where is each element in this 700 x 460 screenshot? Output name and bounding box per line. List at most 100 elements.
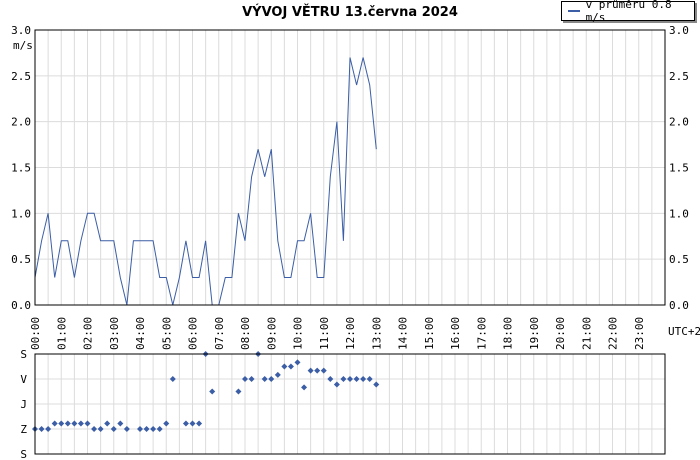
speed-line (34, 57, 377, 306)
y-tick-label-left: 2.5 (11, 70, 31, 83)
x-tick-label: 03:00 (108, 317, 121, 350)
y-tick-label-right: 3.0 (669, 24, 689, 37)
x-tick-label: 07:00 (213, 317, 226, 350)
direction-point (97, 426, 104, 432)
direction-point (156, 426, 163, 432)
direction-point (196, 420, 203, 427)
legend-label: v průměru 0.8 m/s (585, 0, 672, 24)
x-tick-label: 12:00 (344, 317, 357, 350)
y-tick-label-right: 2.0 (669, 116, 689, 129)
direction-point (117, 420, 124, 427)
x-tick-label: 00:00 (29, 317, 42, 350)
speed-plot-frame (34, 29, 666, 306)
x-tick-label: 01:00 (55, 317, 68, 350)
direction-point (261, 376, 268, 382)
x-tick-label: 20:00 (554, 317, 567, 350)
x-tick-label: 19:00 (528, 317, 541, 350)
direction-point (353, 376, 360, 382)
direction-point (281, 363, 288, 370)
y-tick-label-right: 2.5 (669, 70, 689, 83)
direction-point (327, 376, 334, 382)
y-axis-unit: m/s (13, 39, 33, 52)
direction-point (242, 376, 248, 382)
speed-y-ticks-left: 0.0 0.5 1.0 1.5 2.0 2.5 3.0 (11, 24, 31, 312)
x-tick-label: 21:00 (580, 317, 593, 350)
direction-point (268, 376, 275, 382)
direction-point (248, 376, 255, 382)
direction-point (84, 420, 91, 427)
direction-point (137, 426, 143, 432)
direction-point (91, 426, 98, 432)
direction-point (340, 376, 347, 382)
y-tick-label-left: 0.0 (11, 299, 31, 312)
direction-tick-label: S (20, 348, 27, 361)
speed-series (34, 57, 377, 306)
direction-point (77, 420, 84, 427)
direction-grid (35, 353, 665, 455)
y-tick-label-right: 1.5 (669, 162, 689, 175)
direction-point (104, 420, 111, 427)
direction-point (301, 384, 308, 391)
speed-grid (35, 29, 665, 306)
y-tick-label-left: 3.0 (11, 24, 31, 37)
direction-point (235, 388, 242, 395)
y-tick-label-left: 1.5 (11, 162, 31, 175)
speed-y-ticks-right: 0.0 0.5 1.0 1.5 2.0 2.5 3.0 (669, 24, 689, 312)
x-tick-label: 22:00 (607, 317, 620, 350)
direction-point (333, 381, 340, 388)
x-tick-label: 11:00 (318, 317, 331, 350)
direction-tick-label: Z (20, 423, 27, 436)
direction-point (314, 367, 321, 374)
direction-point (287, 363, 294, 370)
y-tick-label-left: 0.5 (11, 253, 31, 266)
direction-point (169, 376, 176, 382)
x-tick-label: 06:00 (187, 317, 200, 350)
direction-point (71, 420, 78, 427)
x-tick-label: 04:00 (134, 317, 147, 350)
direction-point (320, 367, 327, 374)
y-tick-label-right: 0.0 (669, 299, 689, 312)
direction-point (64, 420, 71, 427)
y-tick-label-right: 0.5 (669, 253, 689, 266)
direction-point (360, 376, 367, 382)
legend: v průměru 0.8 m/s (561, 0, 695, 24)
direction-point (143, 426, 150, 432)
x-tick-label: 14:00 (397, 317, 410, 350)
direction-point (294, 359, 301, 366)
chart-title: VÝVOJ VĚTRU 13.června 2024 (242, 4, 458, 20)
x-tick-label: 18:00 (502, 317, 515, 350)
direction-plot-frame (34, 353, 666, 455)
direction-tick-label: V (20, 373, 27, 386)
direction-point (209, 388, 216, 395)
x-tick-label: 05:00 (160, 317, 173, 350)
direction-tick-label: S (20, 448, 27, 460)
direction-point (347, 376, 353, 382)
x-tick-label: 16:00 (449, 317, 462, 350)
y-tick-label-left: 1.0 (11, 207, 31, 220)
direction-tick-label: J (20, 398, 27, 411)
direction-point (189, 420, 196, 427)
legend-swatch (568, 10, 580, 12)
direction-point (373, 381, 380, 388)
direction-point (182, 420, 189, 427)
x-tick-label: 02:00 (82, 317, 95, 350)
x-tick-label: 08:00 (239, 317, 252, 350)
y-tick-label-right: 1.0 (669, 207, 689, 220)
time-x-ticks: 00:00 01:00 02:00 03:00 04:00 05:00 06:00 07:00… (29, 317, 646, 350)
x-tick-label: 10:00 (292, 317, 305, 350)
x-tick-label: 17:00 (475, 317, 488, 350)
direction-point (163, 420, 170, 427)
direction-point (38, 426, 45, 432)
direction-point (150, 426, 157, 432)
x-tick-label: 13:00 (370, 317, 383, 350)
direction-point (110, 426, 117, 432)
direction-point (123, 426, 130, 432)
x-tick-label: 15:00 (423, 317, 436, 350)
x-tick-label: 09:00 (265, 317, 278, 350)
direction-point (274, 371, 281, 378)
timezone-label: UTC+2 (668, 325, 700, 338)
direction-point (45, 426, 52, 432)
x-tick-label: 23:00 (633, 317, 646, 350)
